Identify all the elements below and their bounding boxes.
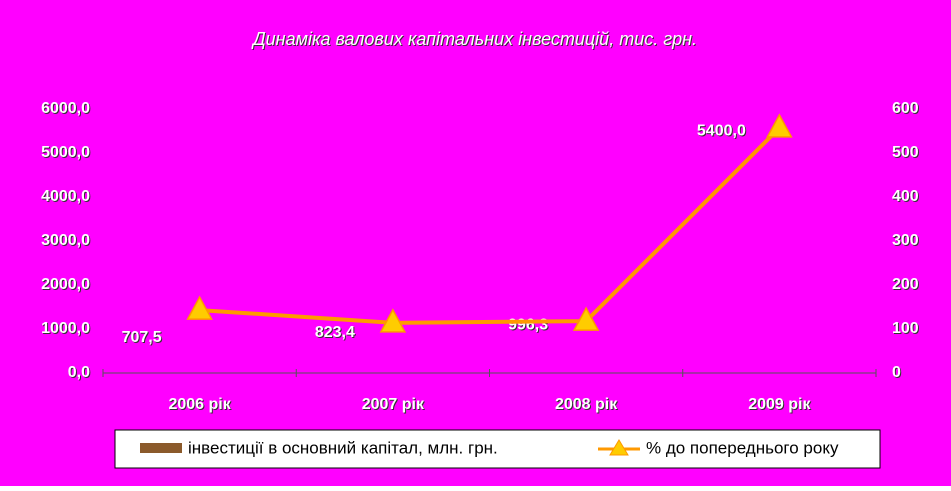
marker xyxy=(572,306,600,331)
bar xyxy=(345,337,442,373)
y2-tick-label: 0 xyxy=(892,364,901,381)
y-tick-label: 2000,0 xyxy=(41,276,90,293)
marker xyxy=(379,308,407,333)
bar xyxy=(731,135,828,373)
x-tick-label: 2006 рік xyxy=(168,396,231,413)
bar xyxy=(151,342,248,373)
x-tick-label: 2008 рік xyxy=(555,396,618,413)
y2-tick-label: 600 xyxy=(892,100,919,117)
y-tick-label: 5000,0 xyxy=(41,144,90,161)
x-tick-label: 2009 рік xyxy=(748,396,811,413)
bar xyxy=(538,329,635,373)
legend-marker xyxy=(609,439,629,456)
line xyxy=(199,126,781,325)
y-tick-label: 4000,0 xyxy=(41,188,90,205)
y-tick-label: 0,0 xyxy=(68,364,90,381)
legend-label: інвестиції в основний капітал, млн. грн. xyxy=(188,438,498,457)
y2-tick-label: 200 xyxy=(892,276,919,293)
legend-label: % до попереднього року xyxy=(646,438,839,457)
y2-tick-label: 400 xyxy=(892,188,919,205)
y-tick-label: 3000,0 xyxy=(41,232,90,249)
legend-swatch xyxy=(140,443,182,453)
chart-title: Динаміка валових капітальних інвестицій,… xyxy=(251,29,697,49)
marker xyxy=(766,113,793,138)
y-tick-label: 1000,0 xyxy=(41,320,90,337)
y2-tick-label: 300 xyxy=(892,232,919,249)
value-label: 707,5 xyxy=(122,329,162,346)
y2-tick-label: 100 xyxy=(892,320,919,337)
value-label: 823,4 xyxy=(315,324,355,341)
legend xyxy=(114,429,881,469)
y2-tick-label: 500 xyxy=(892,144,919,161)
value-label: 5400,0 xyxy=(697,123,746,140)
marker xyxy=(186,295,213,320)
value-label: 996,3 xyxy=(508,316,548,333)
y-tick-label: 6000,0 xyxy=(41,100,90,117)
x-tick-label: 2007 рік xyxy=(362,396,425,413)
